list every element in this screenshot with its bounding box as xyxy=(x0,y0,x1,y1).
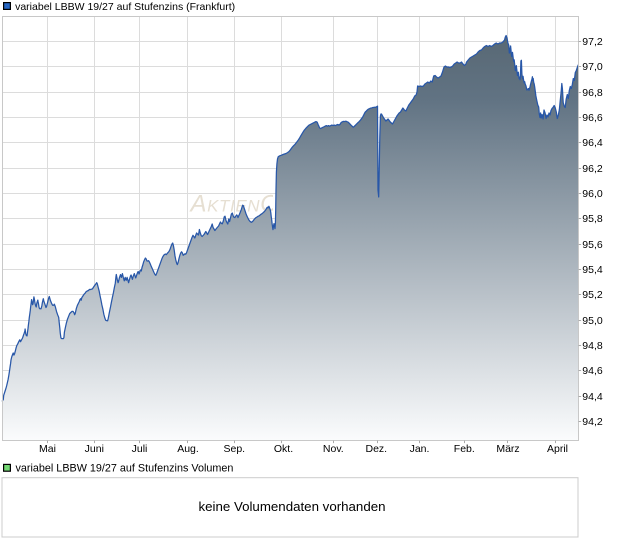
svg-text:März: März xyxy=(496,443,519,455)
svg-text:96,8: 96,8 xyxy=(582,87,603,99)
svg-text:95,8: 95,8 xyxy=(582,213,603,225)
svg-text:94,2: 94,2 xyxy=(582,416,603,428)
svg-text:Aug.: Aug. xyxy=(177,443,199,455)
svg-text:95,0: 95,0 xyxy=(582,315,603,327)
svg-text:Juli: Juli xyxy=(132,443,148,455)
svg-text:variabel LBBW 19/27 auf Stufen: variabel LBBW 19/27 auf Stufenzins (Fran… xyxy=(15,1,235,13)
svg-text:96,0: 96,0 xyxy=(582,188,603,200)
svg-text:Okt.: Okt. xyxy=(274,443,293,455)
svg-text:96,4: 96,4 xyxy=(582,137,603,149)
svg-text:94,4: 94,4 xyxy=(582,391,603,403)
svg-text:97,0: 97,0 xyxy=(582,61,603,73)
svg-text:97,2: 97,2 xyxy=(582,36,603,48)
svg-text:Nov.: Nov. xyxy=(323,443,344,455)
svg-text:AktienCheck: AktienCheck xyxy=(189,191,328,218)
svg-text:April: April xyxy=(547,443,568,455)
svg-text:95,4: 95,4 xyxy=(582,264,603,276)
svg-text:Juni: Juni xyxy=(85,443,104,455)
svg-text:95,2: 95,2 xyxy=(582,289,603,301)
svg-text:keine Volumendaten vorhanden: keine Volumendaten vorhanden xyxy=(198,499,385,514)
svg-text:Dez.: Dez. xyxy=(366,443,388,455)
svg-text:96,6: 96,6 xyxy=(582,112,603,124)
svg-text:Mai: Mai xyxy=(39,443,56,455)
svg-text:96,2: 96,2 xyxy=(582,163,603,175)
svg-text:Jan.: Jan. xyxy=(410,443,430,455)
svg-text:94,6: 94,6 xyxy=(582,365,603,377)
svg-text:95,6: 95,6 xyxy=(582,239,603,251)
svg-text:Feb.: Feb. xyxy=(454,443,475,455)
svg-text:94,8: 94,8 xyxy=(582,340,603,352)
svg-text:variabel LBBW 19/27 auf Stufen: variabel LBBW 19/27 auf Stufenzins Volum… xyxy=(16,463,234,475)
svg-text:Sep.: Sep. xyxy=(223,443,245,455)
